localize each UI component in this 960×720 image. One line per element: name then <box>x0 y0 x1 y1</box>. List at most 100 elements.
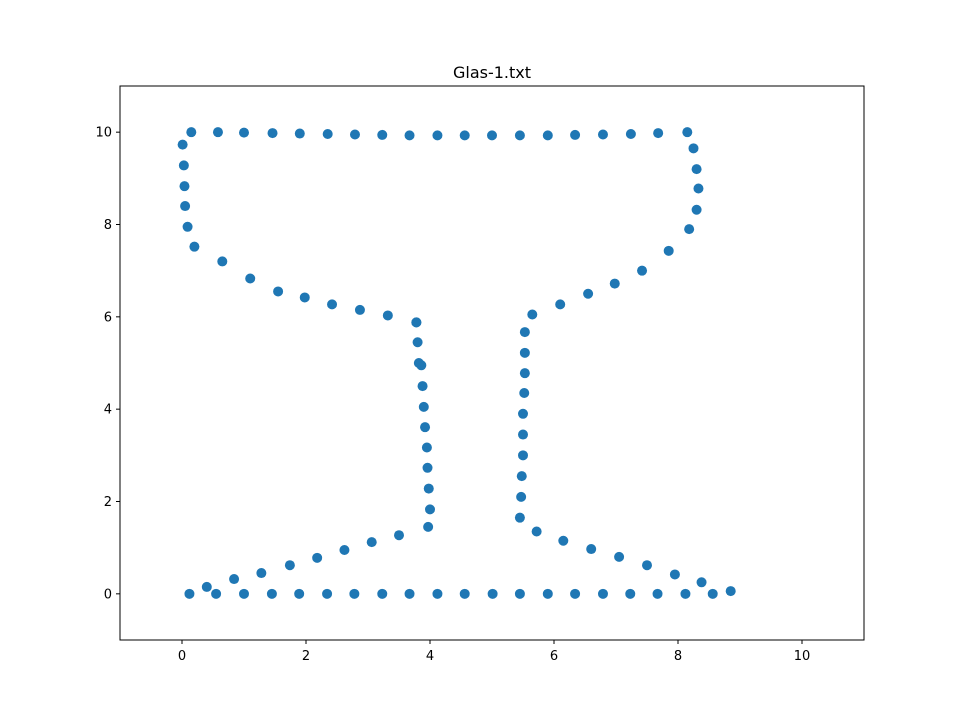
data-point <box>516 491 527 502</box>
data-point <box>682 127 693 138</box>
chart-title: Glas-1.txt <box>453 63 531 82</box>
data-point <box>432 588 443 599</box>
data-point <box>432 130 443 141</box>
data-point <box>239 127 249 138</box>
data-point <box>688 143 699 154</box>
plot-area-frame <box>119 85 865 641</box>
data-point <box>652 588 663 599</box>
data-point <box>459 588 470 599</box>
data-point <box>614 551 625 562</box>
data-point <box>256 568 267 579</box>
y-tick-label: 8 <box>104 218 112 233</box>
data-point <box>178 160 189 171</box>
data-point <box>516 471 527 482</box>
data-point <box>177 139 188 150</box>
data-point <box>653 128 664 139</box>
data-point <box>273 286 284 297</box>
data-point <box>394 530 404 541</box>
data-point <box>663 245 674 256</box>
data-point <box>570 129 581 140</box>
y-tick-label: 0 <box>104 587 112 602</box>
data-point <box>542 130 553 141</box>
data-point <box>239 588 249 599</box>
data-point <box>421 442 432 453</box>
data-point <box>212 127 223 138</box>
data-point <box>284 560 295 571</box>
data-point <box>411 317 422 328</box>
data-point <box>229 574 240 585</box>
data-point <box>299 292 310 303</box>
data-point <box>637 265 648 276</box>
data-point <box>294 588 305 599</box>
data-point <box>642 560 652 571</box>
data-point <box>487 588 498 599</box>
data-point <box>349 129 360 140</box>
data-point <box>691 164 702 175</box>
data-point <box>189 241 200 252</box>
data-point <box>514 130 525 141</box>
x-tick-label: 6 <box>550 649 558 664</box>
data-point <box>417 381 428 392</box>
data-point <box>404 130 415 141</box>
data-point <box>354 304 365 315</box>
data-point <box>179 181 190 192</box>
data-point <box>519 388 530 399</box>
data-point <box>680 588 691 599</box>
data-point <box>186 127 197 138</box>
x-axis: 0 2 4 6 8 10 <box>178 640 810 664</box>
data-point <box>570 588 581 599</box>
data-point <box>707 588 718 599</box>
data-point <box>404 588 415 599</box>
data-point <box>518 450 528 461</box>
x-tick-label: 0 <box>178 649 186 664</box>
data-point <box>459 130 470 141</box>
data-point <box>180 201 191 212</box>
data-point <box>366 537 377 548</box>
data-point <box>518 408 528 419</box>
data-point <box>555 299 566 310</box>
data-point <box>518 429 528 440</box>
data-point <box>527 309 538 320</box>
data-points <box>177 127 736 599</box>
data-point <box>422 462 433 473</box>
data-point <box>211 588 222 599</box>
data-point <box>514 588 525 599</box>
data-point <box>266 588 277 599</box>
x-tick-label: 4 <box>426 649 434 664</box>
x-tick-label: 2 <box>302 649 310 664</box>
data-point <box>519 347 530 358</box>
data-point <box>201 581 212 592</box>
data-point <box>217 256 228 267</box>
data-point <box>597 588 608 599</box>
data-point <box>558 535 569 546</box>
data-point <box>691 204 702 215</box>
data-point <box>322 129 333 140</box>
data-point <box>267 128 278 139</box>
data-point <box>725 586 736 597</box>
data-point <box>696 577 707 588</box>
data-point <box>339 544 350 555</box>
data-point <box>322 588 333 599</box>
data-point <box>184 588 195 599</box>
data-point <box>349 588 360 599</box>
data-point <box>425 504 435 515</box>
y-tick-label: 4 <box>104 403 112 418</box>
data-point <box>586 544 597 555</box>
data-point <box>418 401 429 412</box>
data-point <box>542 588 553 599</box>
data-point <box>514 512 525 523</box>
data-point <box>423 521 434 532</box>
y-tick-label: 6 <box>104 310 112 325</box>
data-point <box>377 588 388 599</box>
data-point <box>487 130 497 141</box>
data-point <box>182 221 193 232</box>
data-point <box>531 526 542 537</box>
data-point <box>423 483 434 494</box>
x-tick-label: 10 <box>794 649 811 664</box>
data-point <box>597 129 608 140</box>
data-point <box>312 552 323 563</box>
data-point <box>625 129 636 140</box>
data-point <box>519 368 530 379</box>
